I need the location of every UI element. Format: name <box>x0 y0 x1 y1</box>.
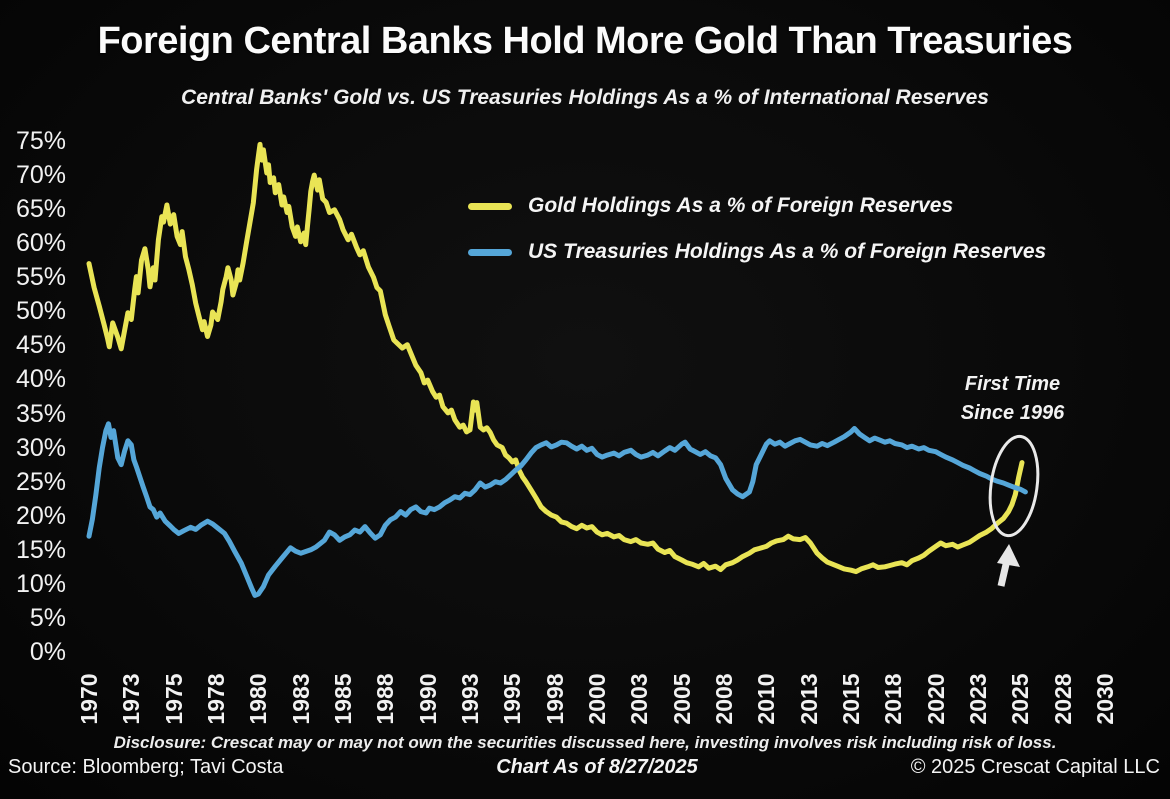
x-tick-label: 2023 <box>964 673 991 725</box>
x-tick-label: 1993 <box>456 673 483 725</box>
x-tick-label: 2030 <box>1091 673 1118 725</box>
gold-series-line <box>86 141 1025 575</box>
x-tick-label: 1983 <box>287 673 314 725</box>
legend: Gold Holdings As a % of Foreign Reserves… <box>468 192 1046 284</box>
chart-subtitle: Central Banks' Gold vs. US Treasuries Ho… <box>181 86 989 109</box>
x-tick-label: 2015 <box>837 673 864 725</box>
y-tick-label: 15% <box>15 535 66 564</box>
x-tick-label: 1990 <box>414 673 441 725</box>
x-tick-label: 1978 <box>202 673 229 725</box>
source-text: Source: Bloomberg; Tavi Costa <box>8 756 284 778</box>
x-tick-label: 2025 <box>1007 673 1034 725</box>
y-tick-label: 5% <box>29 603 66 632</box>
legend-label-gold: Gold Holdings As a % of Foreign Reserves <box>528 194 954 217</box>
disclosure-text: Disclosure: Crescat may or may not own t… <box>113 733 1057 752</box>
legend-item-treasuries: US Treasuries Holdings As a % of Foreign… <box>468 238 1046 266</box>
x-tick-label: 1995 <box>499 673 526 725</box>
x-tick-label: 1988 <box>372 673 399 725</box>
x-tick-label: 2003 <box>626 673 653 725</box>
x-tick-label: 2013 <box>795 673 822 725</box>
x-tick-label: 1975 <box>160 673 187 725</box>
y-tick-label: 75% <box>15 127 66 155</box>
x-tick-label: 2000 <box>583 673 610 725</box>
annotation-line-1: First Time <box>964 373 1061 395</box>
annotation-line-2: Since 1996 <box>960 402 1065 424</box>
copyright-text: © 2025 Crescat Capital LLC <box>910 756 1160 778</box>
gold-series-swatch <box>468 202 512 210</box>
x-tick-label: 2028 <box>1049 673 1076 725</box>
chart-title: Foreign Central Banks Hold More Gold Tha… <box>97 20 1073 62</box>
y-tick-label: 60% <box>15 229 66 258</box>
y-tick-label: 50% <box>15 297 66 326</box>
x-tick-label: 1980 <box>245 673 272 725</box>
series-layer <box>86 141 1028 598</box>
x-tick-label: 1998 <box>541 673 568 725</box>
x-tick-label: 1973 <box>118 673 145 725</box>
x-tick-label: 2010 <box>753 673 780 725</box>
y-tick-label: 55% <box>15 263 66 292</box>
y-tick-label: 10% <box>15 569 66 598</box>
legend-label-treasuries: US Treasuries Holdings As a % of Foreign… <box>528 240 1047 263</box>
y-tick-label: 30% <box>15 433 66 462</box>
crossover-highlight-ellipse <box>988 434 1040 538</box>
y-tick-label: 20% <box>15 501 66 530</box>
y-tick-label: 25% <box>15 467 66 496</box>
y-tick-label: 40% <box>15 365 66 394</box>
y-tick-label: 45% <box>15 331 66 360</box>
as-of-text: Chart As of 8/27/2025 <box>496 756 698 778</box>
crossover-annotation: First Time Since 1996 <box>930 370 1095 428</box>
footer-row: Source: Bloomberg; Tavi Costa Chart As o… <box>8 756 1160 779</box>
treasuries-series-swatch <box>468 248 512 256</box>
x-tick-label: 1985 <box>329 673 356 725</box>
x-tick-label: 2020 <box>922 673 949 725</box>
treasuries-series-line <box>86 421 1028 598</box>
legend-item-gold: Gold Holdings As a % of Foreign Reserves <box>468 192 1046 220</box>
y-tick-label: 65% <box>15 195 66 224</box>
x-tick-label: 2005 <box>668 673 695 725</box>
y-tick-label: 0% <box>29 638 66 666</box>
x-tick-label: 2008 <box>710 673 737 725</box>
annotation-arrow-icon <box>997 544 1020 587</box>
y-tick-label: 35% <box>15 399 66 428</box>
x-tick-label: 1970 <box>76 673 102 725</box>
y-tick-label: 70% <box>15 161 66 190</box>
x-tick-label: 2018 <box>880 673 907 725</box>
